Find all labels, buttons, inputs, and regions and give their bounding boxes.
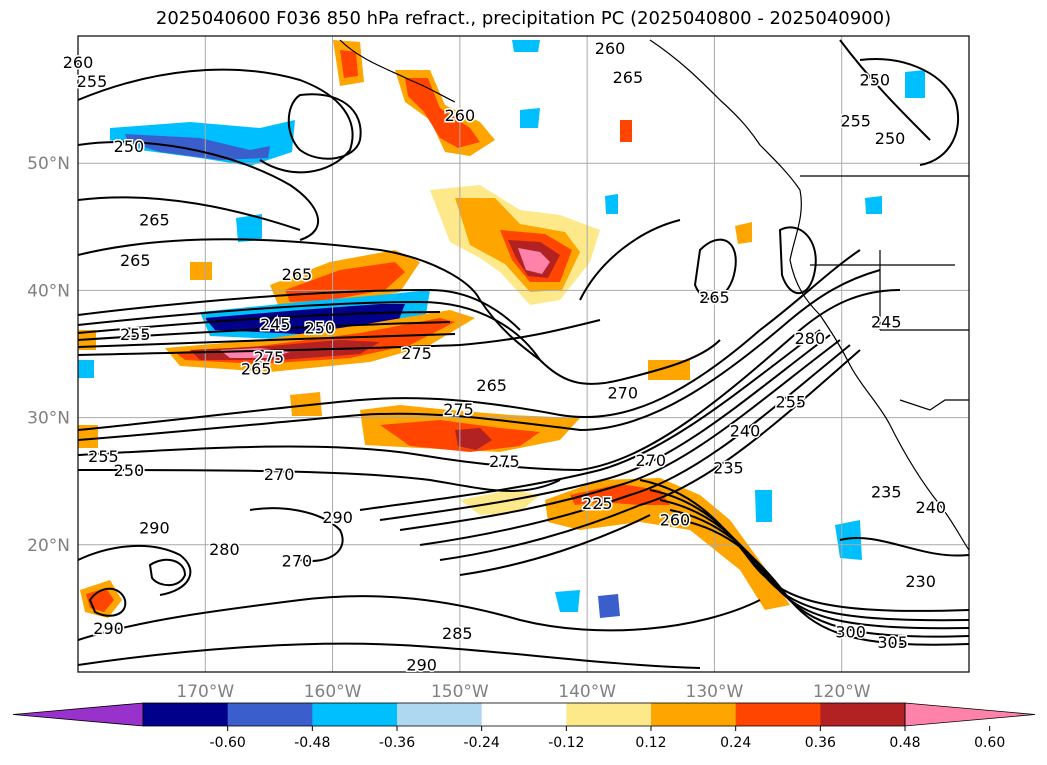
contour-label: 290 — [93, 619, 124, 638]
contour-label: 245 — [260, 315, 291, 334]
x-tick-label: 150°W — [431, 682, 489, 702]
x-tick-label: 120°W — [813, 682, 871, 702]
colorbar-segment — [227, 703, 313, 726]
contour-label: 280 — [795, 329, 826, 348]
contour-label: 250 — [114, 461, 145, 480]
contour-label: 280 — [209, 540, 240, 559]
contour-label: 270 — [636, 451, 667, 470]
colorbar-ticks: -0.60 -0.48 -0.36 -0.24 -0.12 0.12 0.24 0.36 0.4… — [210, 726, 1005, 751]
y-tick-label: 20°N — [27, 536, 70, 556]
contour-label: 285 — [442, 624, 473, 643]
colorbar-segment — [312, 703, 398, 726]
contour-label: 270 — [282, 551, 313, 570]
contour-label: 305 — [877, 633, 908, 652]
contour-label: 250 — [860, 71, 891, 90]
contour-label: 275 — [254, 348, 285, 367]
colorbar-segment — [143, 703, 229, 726]
contour-label: 235 — [871, 483, 902, 502]
contour-label: 240 — [730, 422, 761, 441]
colorbar-tick-label: -0.36 — [379, 735, 415, 751]
contour-label: 265 — [613, 68, 644, 87]
coastline — [339, 39, 969, 551]
colorbar-segment — [566, 703, 652, 726]
contour-label: 255 — [840, 111, 871, 130]
contour-label: 265 — [241, 359, 272, 378]
plot-border — [77, 35, 970, 673]
contour-label: 255 — [77, 72, 108, 91]
contour-label: 290 — [322, 508, 353, 527]
contour-label: 275 — [443, 400, 474, 419]
contour-label: 230 — [905, 572, 936, 591]
contour-label: 290 — [406, 656, 437, 675]
contour-label: 265 — [699, 288, 730, 307]
colorbar-tick-label: 0.36 — [805, 735, 836, 751]
colorbar-segment — [397, 703, 483, 726]
contour-label: 260 — [660, 511, 691, 530]
contour-label: 250 — [305, 319, 336, 338]
x-tick-label: 130°W — [686, 682, 744, 702]
contour-label: 255 — [120, 325, 151, 344]
contour-label: 275 — [401, 344, 432, 363]
contour-label: 255 — [776, 392, 807, 411]
contour-label: 250 — [114, 137, 145, 156]
colorbar-tick-label: -0.12 — [548, 735, 584, 751]
contour-label: 275 — [489, 452, 520, 471]
contour-label: 270 — [264, 465, 295, 484]
x-axis-ticks: 170°W 160°W 150°W 140°W 130°W 120°W — [176, 682, 870, 702]
colorbar-tick-label: 0.24 — [720, 735, 751, 751]
contour-label: 265 — [139, 211, 170, 230]
y-tick-label: 40°N — [27, 281, 70, 301]
contour-label: 245 — [871, 312, 902, 331]
colorbar-tick-label: -0.48 — [294, 735, 330, 751]
contour-label: 240 — [916, 498, 947, 517]
contour-label: 260 — [445, 106, 476, 125]
contour-label: 225 — [582, 494, 613, 513]
colorbar-outline — [142, 702, 906, 727]
contour-label: 255 — [88, 447, 119, 466]
y-tick-label: 30°N — [27, 409, 70, 429]
contour-label: 235 — [713, 459, 744, 478]
contour-label: 260 — [595, 39, 626, 58]
colorbar — [12, 702, 1036, 727]
colorbar-tick-label: 0.12 — [635, 735, 666, 751]
colorbar-tick-label: 0.48 — [889, 735, 920, 751]
contour-label: 265 — [476, 376, 507, 395]
contour-label: 300 — [835, 623, 866, 642]
shading-blob-central — [430, 185, 600, 305]
contour-label: 250 — [875, 129, 906, 148]
y-tick-label: 50°N — [27, 154, 70, 174]
colorbar-segment — [651, 703, 737, 726]
colorbar-tick-label: -0.24 — [464, 735, 500, 751]
shading-blob-north-orange — [333, 40, 495, 156]
x-tick-label: 140°W — [558, 682, 616, 702]
refractivity-contours — [78, 39, 969, 669]
shading-blob-nw-blue — [110, 120, 295, 166]
y-axis-ticks: 20°N 30°N 40°N 50°N — [27, 154, 70, 556]
colorbar-extend-high — [904, 702, 1036, 727]
colorbar-segment — [735, 703, 821, 726]
contour-label: 290 — [139, 518, 170, 537]
x-tick-label: 170°W — [176, 682, 234, 702]
graticule — [78, 36, 969, 672]
contour-label: 260 — [63, 53, 94, 72]
colorbar-segment — [820, 703, 906, 726]
contour-label: 270 — [608, 384, 639, 403]
colorbar-tick-label: 0.60 — [974, 735, 1005, 751]
chart-title: 2025040600 F036 850 hPa refract., precip… — [155, 8, 892, 29]
x-tick-label: 160°W — [304, 682, 362, 702]
contour-label: 265 — [120, 251, 151, 270]
contour-label: 265 — [282, 265, 313, 284]
colorbar-tick-label: -0.60 — [210, 735, 246, 751]
colorbar-extend-low — [12, 702, 144, 727]
colorbar-segment — [481, 703, 567, 726]
